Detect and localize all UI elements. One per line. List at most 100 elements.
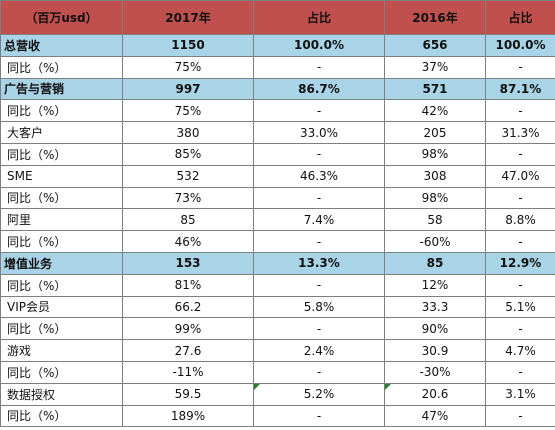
share-2016: 87.1% — [485, 77, 555, 101]
share-2016: 4.7% — [485, 339, 555, 362]
share-2017: 86.7% — [253, 77, 385, 101]
header-row: （百万usd） 2017年 占比 2016年 占比 — [0, 0, 555, 35]
share-2017: - — [253, 360, 385, 384]
value-2017: 99% — [122, 317, 254, 341]
value-2016: -30% — [384, 360, 486, 384]
row-label: 总营收 — [0, 34, 123, 57]
share-2017: 33.0% — [253, 121, 385, 144]
value-2017: 380 — [122, 121, 254, 144]
share-2016: - — [485, 360, 555, 384]
row-label: 同比（%） — [0, 317, 123, 341]
value-2016: 20.6 — [384, 382, 486, 406]
row-label: 同比（%） — [0, 142, 123, 166]
row-label: 大客户 — [0, 121, 123, 144]
value-2017: 59.5 — [122, 382, 254, 406]
header-2016: 2016年 — [384, 0, 486, 35]
value-2017: -11% — [122, 360, 254, 384]
row-label: 增值业务 — [0, 251, 123, 275]
row-label: 同比（%） — [0, 55, 123, 79]
item-row: 数据授权 59.5 5.2% 20.6 3.1% — [0, 382, 555, 406]
row-label: SME — [0, 164, 123, 188]
value-2017: 27.6 — [122, 339, 254, 362]
value-2017: 85% — [122, 142, 254, 166]
share-2016: - — [485, 142, 555, 166]
row-label: 数据授权 — [0, 382, 123, 406]
value-2017: 85 — [122, 208, 254, 232]
item-row: 大客户 380 33.0% 205 31.3% — [0, 121, 555, 144]
value-2017: 189% — [122, 404, 254, 428]
row-label: 阿里 — [0, 208, 123, 232]
row-label: 同比（%） — [0, 404, 123, 428]
share-2017: - — [253, 142, 385, 166]
yoy-row: 同比（%） 85% -98% - — [0, 142, 555, 166]
value-2017: 532 — [122, 164, 254, 188]
value-2017: 46% — [122, 230, 254, 253]
value-2016: 308 — [384, 164, 486, 188]
share-2016: - — [485, 317, 555, 341]
share-2017: 46.3% — [253, 164, 385, 188]
share-2017: - — [253, 404, 385, 428]
value-2016: 98% — [384, 186, 486, 210]
row-label: 同比（%） — [0, 230, 123, 253]
share-2016: - — [485, 186, 555, 210]
share-2017: - — [253, 99, 385, 123]
share-2016: 12.9% — [485, 251, 555, 275]
value-2017: 73% — [122, 186, 254, 210]
share-2016: 3.1% — [485, 382, 555, 406]
value-2017: 153 — [122, 251, 254, 275]
value-2016: 656 — [384, 34, 486, 57]
share-2017: 7.4% — [253, 208, 385, 232]
share-2017: 2.4% — [253, 339, 385, 362]
share-2016: - — [485, 230, 555, 253]
value-2017: 1150 — [122, 34, 254, 57]
row-label: 同比（%） — [0, 273, 123, 297]
value-2016: 37% — [384, 55, 486, 79]
value-2017: 66.2 — [122, 295, 254, 319]
share-2016: 100.0% — [485, 34, 555, 57]
section-row: 广告与营销 997 86.7% 571 87.1% — [0, 77, 555, 101]
share-2016: - — [485, 404, 555, 428]
item-row: SME 532 46.3% 308 47.0% — [0, 164, 555, 188]
value-2016: 58 — [384, 208, 486, 232]
share-2016: 8.8% — [485, 208, 555, 232]
yoy-row: 同比（%） 189% -47% - — [0, 404, 555, 428]
value-2016: -60% — [384, 230, 486, 253]
value-2016: 30.9 — [384, 339, 486, 362]
value-2016: 47% — [384, 404, 486, 428]
row-label: 同比（%） — [0, 99, 123, 123]
value-2016: 571 — [384, 77, 486, 101]
share-2017: 5.2% — [253, 382, 385, 406]
value-2017: 997 — [122, 77, 254, 101]
share-2017: - — [253, 230, 385, 253]
value-2016: 98% — [384, 142, 486, 166]
header-share-2016: 占比 — [485, 0, 555, 35]
value-2017: 81% — [122, 273, 254, 297]
header-2017: 2017年 — [122, 0, 254, 35]
share-2017: - — [253, 186, 385, 210]
yoy-row: 同比（%） 46% - -60% - — [0, 230, 555, 253]
yoy-row: 同比（%） 73% -98% - — [0, 186, 555, 210]
yoy-row: 同比（%） 81% -12% - — [0, 273, 555, 297]
share-2017: 5.8% — [253, 295, 385, 319]
item-row: 游戏 27.6 2.4% 30.9 4.7% — [0, 339, 555, 362]
table-body: 总营收 1150 100.0% 656 100.0% 同比（%） 75% -37% - 广告与营销… — [0, 34, 555, 428]
share-2016: 5.1% — [485, 295, 555, 319]
row-label: 广告与营销 — [0, 77, 123, 101]
value-2016: 205 — [384, 121, 486, 144]
value-2016: 42% — [384, 99, 486, 123]
yoy-row: 同比（%） -11% - -30% - — [0, 360, 555, 384]
value-2016: 90% — [384, 317, 486, 341]
yoy-row: 同比（%） 99% -90% - — [0, 317, 555, 341]
row-label: VIP会员 — [0, 295, 123, 319]
share-2017: - — [253, 273, 385, 297]
share-2016: - — [485, 273, 555, 297]
header-share-2017: 占比 — [253, 0, 385, 35]
value-2016: 12% — [384, 273, 486, 297]
value-2016: 85 — [384, 251, 486, 275]
yoy-row: 同比（%） 75% -37% - — [0, 55, 555, 79]
share-2016: - — [485, 99, 555, 123]
value-2016: 33.3 — [384, 295, 486, 319]
share-2016: - — [485, 55, 555, 79]
item-row: VIP会员 66.2 5.8% 33.3 5.1% — [0, 295, 555, 319]
